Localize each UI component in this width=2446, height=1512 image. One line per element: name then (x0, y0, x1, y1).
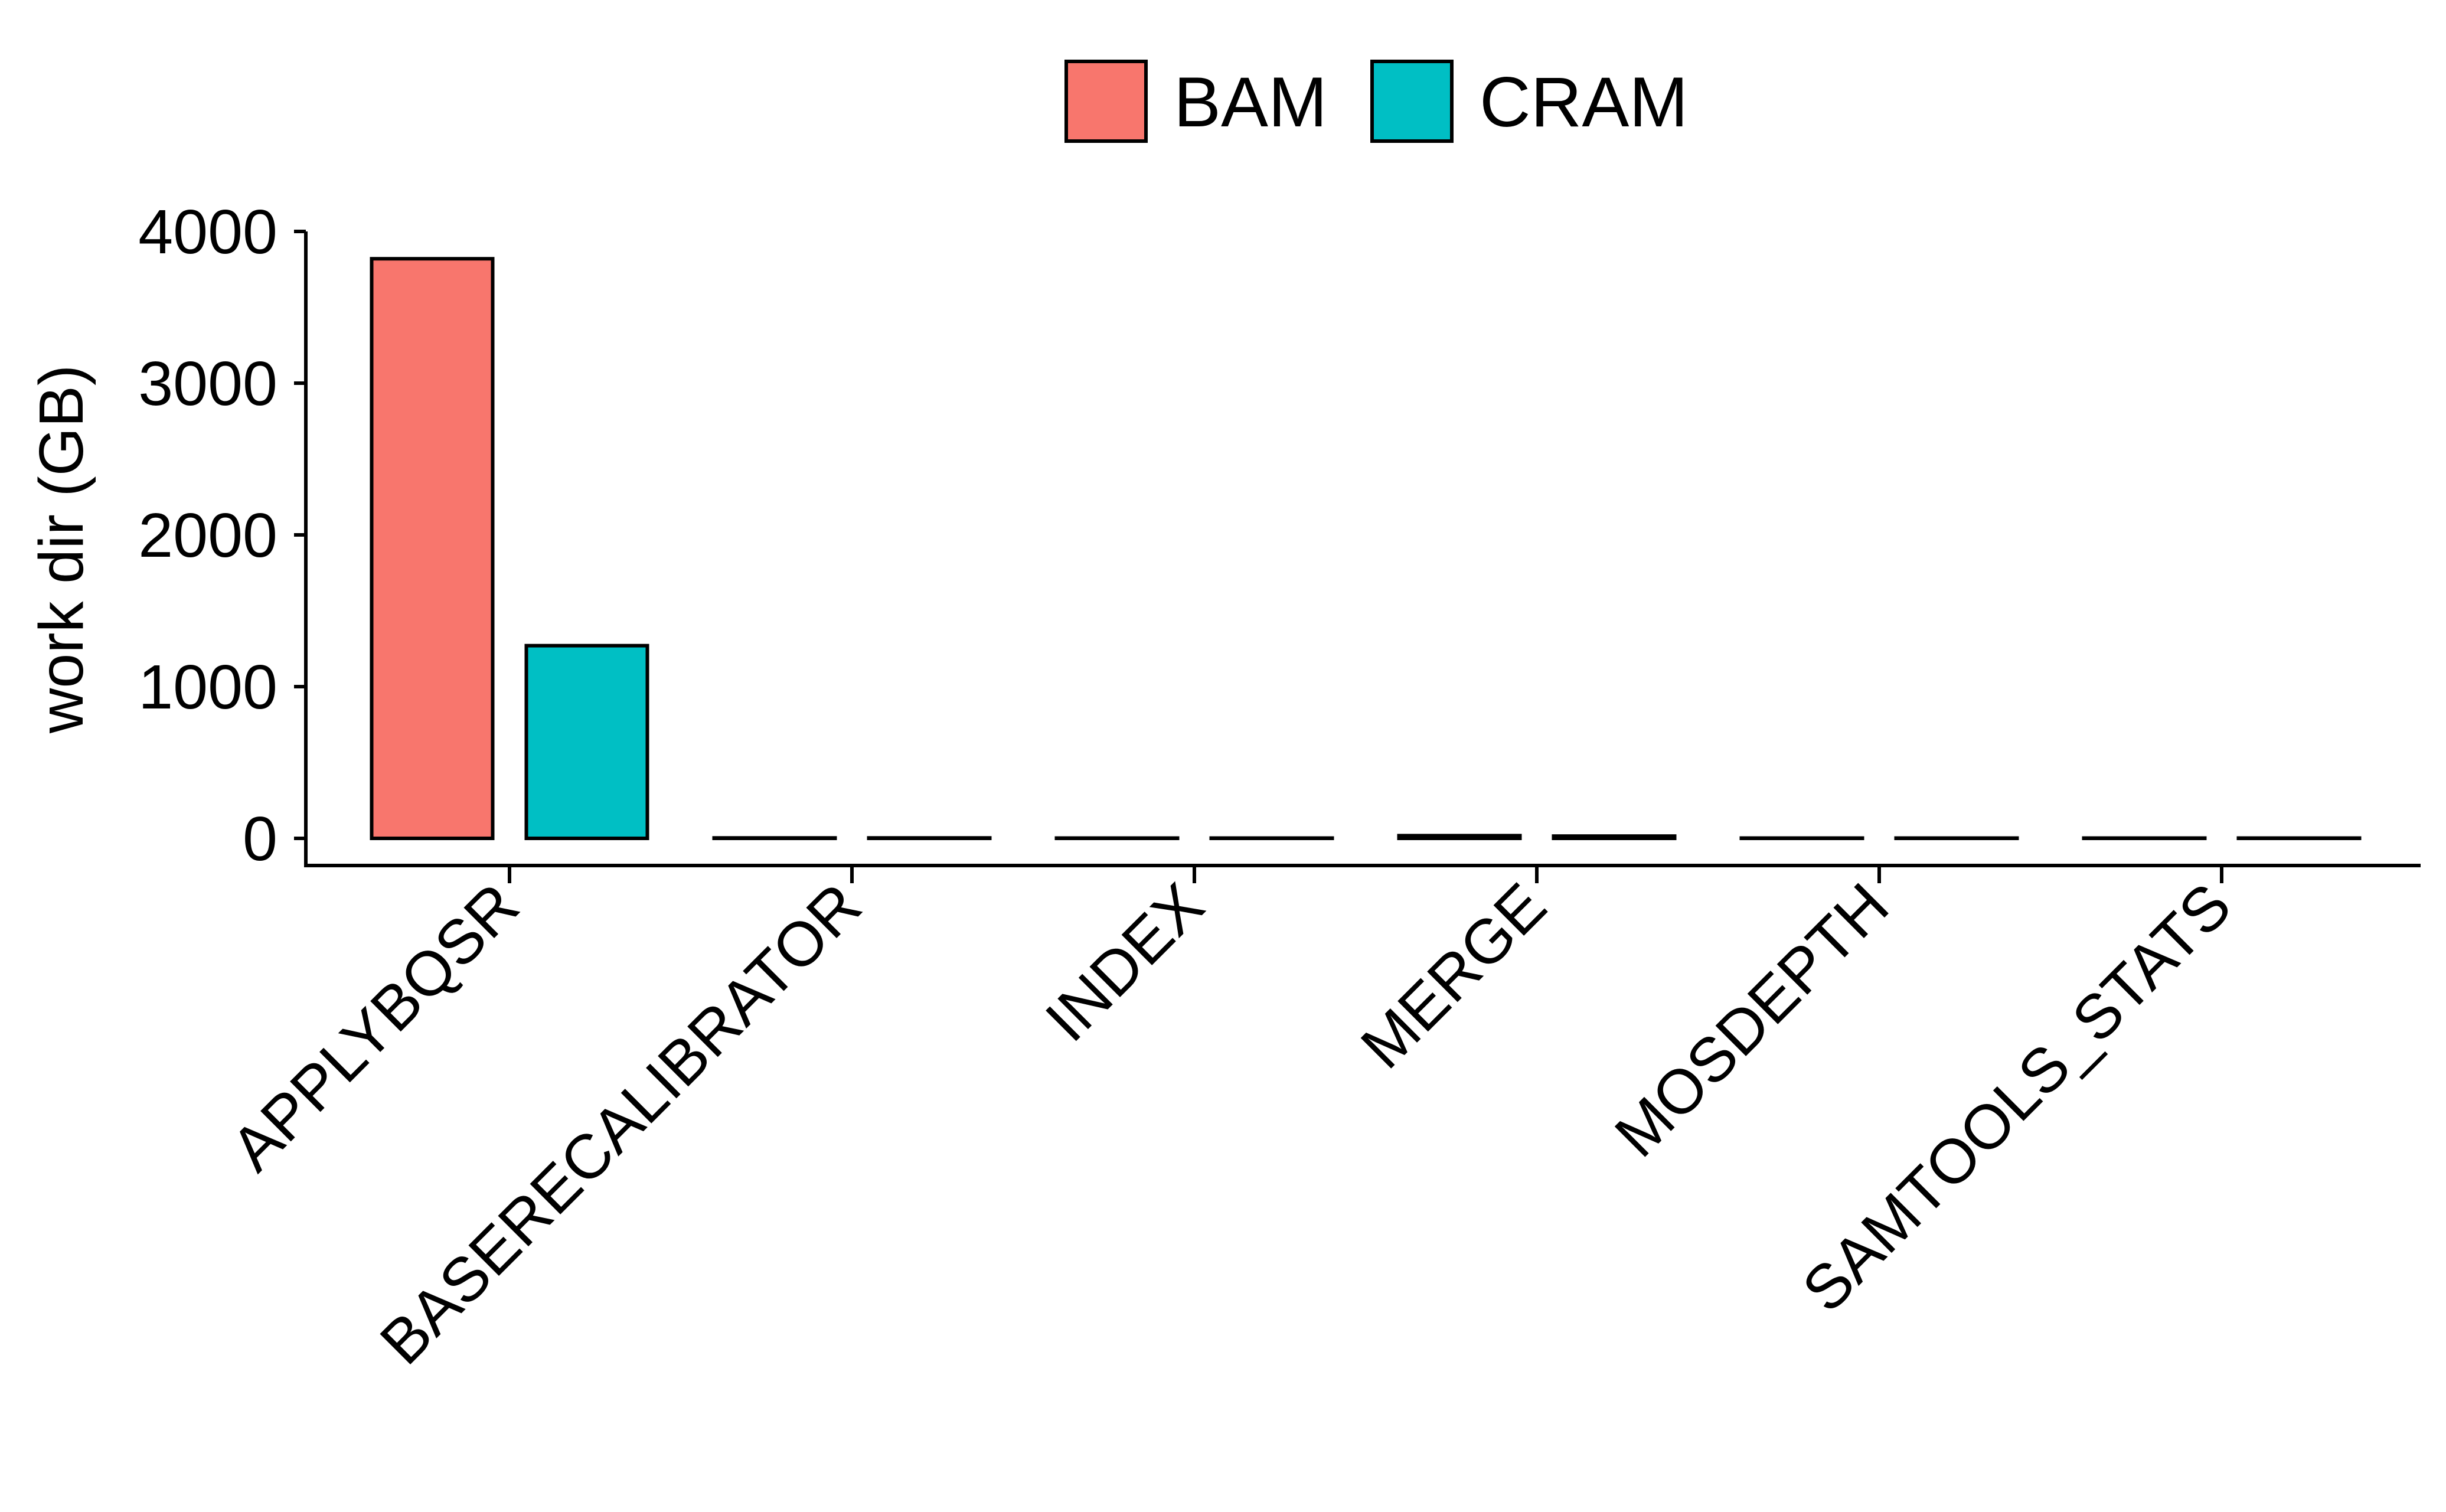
legend: BAM CRAM (1064, 60, 1688, 143)
legend-swatch-cram (1370, 60, 1454, 143)
bar-bam-merge (1397, 834, 1522, 841)
x-tick-label: INDEX (1033, 870, 1217, 1055)
x-tick-label: MERGE (1348, 870, 1559, 1082)
bars (370, 257, 2362, 841)
y-tick-label: 0 (243, 804, 277, 874)
y-axis-ticks: 0 1000 2000 3000 4000 (138, 197, 306, 874)
x-tick-label: APPLYBQSR (218, 870, 532, 1184)
x-tick-label: MOSDEPTH (1602, 870, 1902, 1170)
y-axis-title: work dir (GB) (27, 365, 96, 734)
bar-cram-merge (1552, 834, 1677, 841)
y-tick-label: 2000 (138, 501, 277, 570)
y-tick-label: 1000 (138, 652, 277, 722)
y-tick-label: 3000 (138, 349, 277, 419)
y-tick-label: 4000 (138, 197, 277, 267)
legend-swatch-bam (1064, 60, 1148, 143)
legend-label-bam: BAM (1174, 63, 1327, 142)
bar-cram-applybqsr (524, 644, 649, 840)
legend-label-cram: CRAM (1480, 63, 1688, 142)
bar-bam-applybqsr (370, 257, 495, 840)
